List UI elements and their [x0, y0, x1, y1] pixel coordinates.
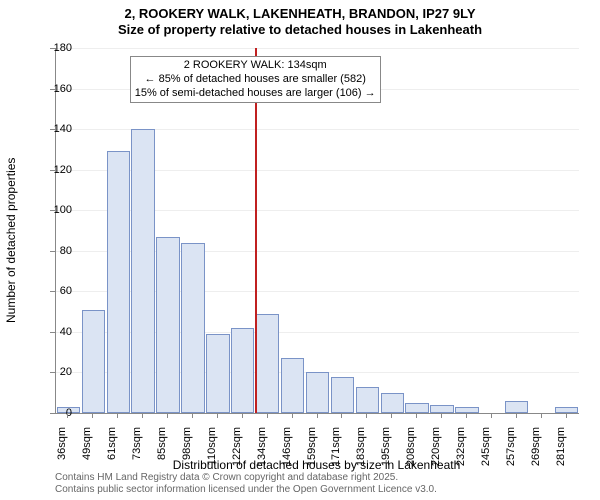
x-tick-mark [92, 413, 93, 418]
x-tick-mark [117, 413, 118, 418]
x-tick-mark [317, 413, 318, 418]
footer-attribution: Contains HM Land Registry data © Crown c… [55, 472, 437, 496]
x-tick-label: 245sqm [480, 427, 492, 472]
y-tick-mark [50, 372, 55, 373]
x-tick-label: 183sqm [355, 427, 367, 472]
x-tick-mark [441, 413, 442, 418]
x-tick-mark [292, 413, 293, 418]
footer-line2: Contains public sector information licen… [55, 484, 437, 495]
chart-title-line1: 2, ROOKERY WALK, LAKENHEATH, BRANDON, IP… [124, 6, 475, 21]
x-tick-mark [341, 413, 342, 418]
x-tick-label: 195sqm [380, 427, 392, 472]
footer-line1: Contains HM Land Registry data © Crown c… [55, 472, 398, 483]
y-axis-label: Number of detached properties [4, 158, 18, 323]
y-tick-mark [50, 89, 55, 90]
x-tick-mark [67, 413, 68, 418]
x-tick-mark [566, 413, 567, 418]
y-tick-mark [50, 251, 55, 252]
x-tick-label: 49sqm [81, 427, 93, 472]
x-tick-mark [416, 413, 417, 418]
histogram-bar [131, 129, 154, 413]
x-tick-label: 146sqm [281, 427, 293, 472]
x-tick-label: 122sqm [231, 427, 243, 472]
x-tick-mark [491, 413, 492, 418]
x-tick-label: 110sqm [206, 427, 218, 472]
x-tick-mark [267, 413, 268, 418]
histogram-bar [82, 310, 105, 413]
x-tick-label: 220sqm [430, 427, 442, 472]
x-tick-mark [242, 413, 243, 418]
y-tick-mark [50, 332, 55, 333]
x-tick-mark [516, 413, 517, 418]
histogram-bar [107, 151, 130, 413]
y-tick-mark [50, 129, 55, 130]
histogram-bar [331, 377, 354, 414]
x-tick-mark [541, 413, 542, 418]
x-tick-label: 257sqm [505, 427, 517, 472]
y-tick-mark [50, 210, 55, 211]
x-tick-label: 269sqm [530, 427, 542, 472]
x-tick-mark [142, 413, 143, 418]
annotation-line2: ← 85% of detached houses are smaller (58… [145, 73, 366, 85]
histogram-bar [256, 314, 279, 413]
histogram-bar [231, 328, 254, 413]
x-tick-label: 281sqm [555, 427, 567, 472]
histogram-bar [405, 403, 428, 413]
histogram-bar [181, 243, 204, 413]
gridline-h [56, 48, 579, 49]
x-tick-label: 85sqm [156, 427, 168, 472]
plot-area: 2 ROOKERY WALK: 134sqm ← 85% of detached … [55, 48, 579, 414]
histogram-bar [356, 387, 379, 413]
histogram-bar [281, 358, 304, 413]
x-tick-label: 61sqm [106, 427, 118, 472]
histogram-bar [505, 401, 528, 413]
x-tick-mark [391, 413, 392, 418]
histogram-bar [455, 407, 478, 413]
x-tick-mark [192, 413, 193, 418]
histogram-bar [381, 393, 404, 413]
x-tick-mark [366, 413, 367, 418]
y-tick-mark [50, 291, 55, 292]
x-tick-label: 208sqm [405, 427, 417, 472]
y-tick-mark [50, 413, 55, 414]
histogram-bar [156, 237, 179, 413]
annotation-box: 2 ROOKERY WALK: 134sqm ← 85% of detached … [130, 56, 381, 103]
x-tick-label: 36sqm [56, 427, 68, 472]
x-tick-mark [466, 413, 467, 418]
x-tick-label: 171sqm [330, 427, 342, 472]
annotation-line3: 15% of semi-detached houses are larger (… [135, 87, 376, 99]
x-tick-label: 159sqm [306, 427, 318, 472]
x-tick-label: 134sqm [256, 427, 268, 472]
chart-title-line2: Size of property relative to detached ho… [118, 22, 482, 37]
histogram-bar [306, 372, 329, 413]
x-tick-label: 73sqm [131, 427, 143, 472]
histogram-bar [430, 405, 453, 413]
x-tick-mark [217, 413, 218, 418]
histogram-bar [206, 334, 229, 413]
x-tick-label: 232sqm [455, 427, 467, 472]
y-tick-mark [50, 48, 55, 49]
y-tick-mark [50, 170, 55, 171]
x-tick-label: 98sqm [181, 427, 193, 472]
x-tick-mark [167, 413, 168, 418]
annotation-line1: 2 ROOKERY WALK: 134sqm [184, 59, 327, 71]
